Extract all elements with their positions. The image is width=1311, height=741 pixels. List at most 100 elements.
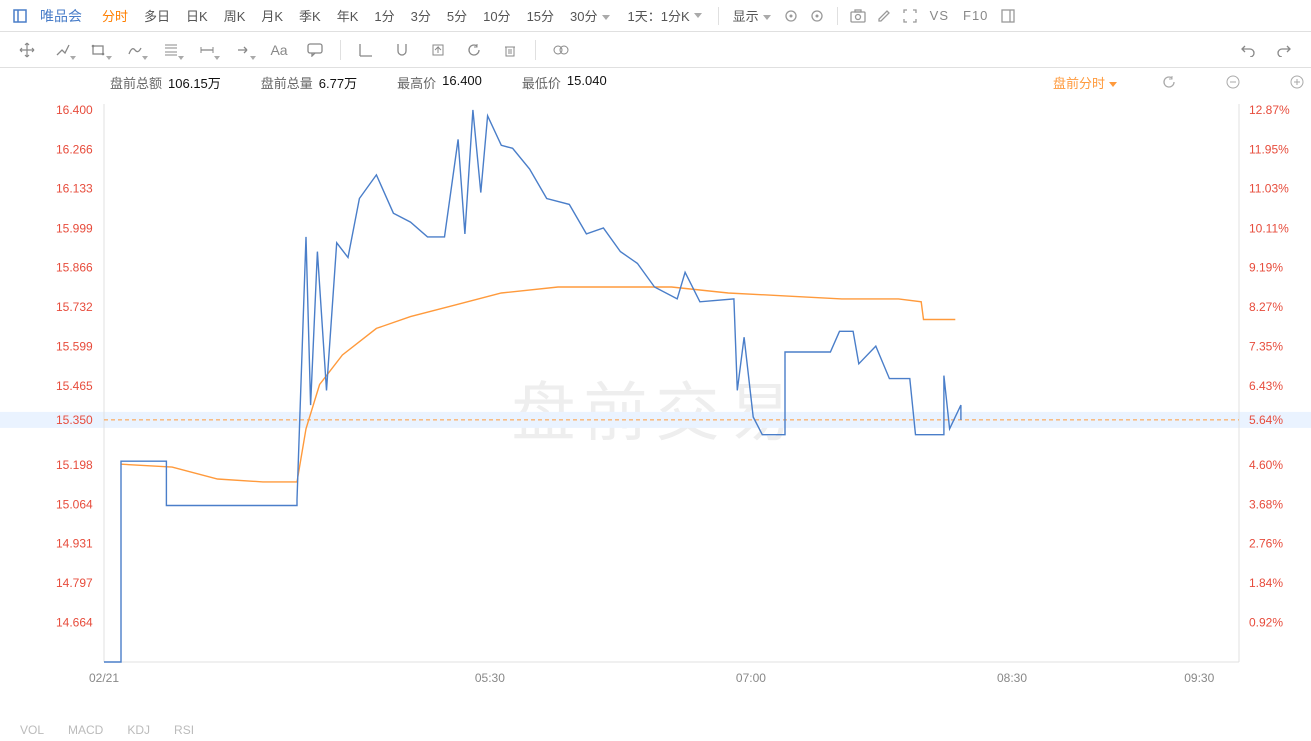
stat-amount: 盘前总额 106.15万 bbox=[110, 73, 221, 92]
timeframe-button[interactable]: 年K bbox=[329, 5, 367, 28]
angle-tool[interactable] bbox=[351, 36, 381, 64]
trend-line-tool[interactable] bbox=[48, 36, 78, 64]
refresh-tool[interactable] bbox=[459, 36, 489, 64]
brush-tool[interactable] bbox=[120, 36, 150, 64]
svg-text:15.198: 15.198 bbox=[56, 458, 93, 472]
zoom-out-icon[interactable] bbox=[1223, 72, 1243, 92]
svg-text:7.35%: 7.35% bbox=[1249, 339, 1283, 353]
timeframe-full-button[interactable]: 1天：1分K bbox=[620, 2, 710, 29]
undo-icon[interactable] bbox=[1233, 36, 1263, 64]
move-tool[interactable] bbox=[12, 36, 42, 64]
svg-text:11.95%: 11.95% bbox=[1249, 142, 1289, 156]
draw-toolbar: Aa bbox=[0, 32, 1311, 68]
indicator-tab[interactable]: VOL bbox=[20, 723, 44, 737]
svg-text:1.84%: 1.84% bbox=[1249, 576, 1283, 590]
indicator-tab[interactable]: MACD bbox=[68, 723, 103, 737]
stat-volume: 盘前总量 6.77万 bbox=[261, 73, 357, 92]
panel-icon[interactable] bbox=[996, 4, 1020, 28]
timeframe-full-label: 1天：1分K bbox=[628, 6, 690, 25]
stat-high-label: 最高价 bbox=[397, 73, 436, 92]
svg-text:07:00: 07:00 bbox=[736, 671, 766, 685]
timeframe-button[interactable]: 5分 bbox=[439, 5, 475, 28]
timeframe-button[interactable]: 多日 bbox=[136, 5, 178, 28]
svg-text:14.797: 14.797 bbox=[56, 576, 93, 590]
svg-text:16.266: 16.266 bbox=[56, 142, 93, 156]
stat-volume-value: 6.77万 bbox=[319, 73, 357, 92]
settings-right-icon[interactable] bbox=[805, 4, 829, 28]
chevron-down-icon bbox=[602, 15, 610, 20]
arrow-tool[interactable] bbox=[228, 36, 258, 64]
stat-amount-value: 106.15万 bbox=[168, 73, 221, 92]
svg-text:12.87%: 12.87% bbox=[1249, 103, 1290, 117]
stat-high-value: 16.400 bbox=[442, 73, 482, 92]
display-button[interactable]: 显示 bbox=[727, 2, 777, 29]
svg-text:10.11%: 10.11% bbox=[1249, 221, 1289, 235]
separator bbox=[340, 40, 341, 60]
price-chart: 16.40016.26616.13315.99915.86615.73215.5… bbox=[0, 96, 1311, 700]
stat-low-value: 15.040 bbox=[567, 73, 607, 92]
svg-text:09:30: 09:30 bbox=[1184, 671, 1214, 685]
svg-text:15.999: 15.999 bbox=[56, 221, 93, 235]
settings-left-icon[interactable] bbox=[779, 4, 803, 28]
stock-name[interactable]: 唯品会 bbox=[40, 6, 82, 26]
stat-high: 最高价 16.400 bbox=[397, 73, 482, 92]
separator bbox=[718, 7, 719, 25]
fib-tool[interactable] bbox=[156, 36, 186, 64]
svg-text:3.68%: 3.68% bbox=[1249, 497, 1283, 511]
svg-text:0.92%: 0.92% bbox=[1249, 615, 1283, 629]
timeframe-button[interactable]: 30分 bbox=[562, 5, 617, 28]
up-tool[interactable] bbox=[423, 36, 453, 64]
premarket-dropdown[interactable]: 盘前分时 bbox=[1053, 73, 1119, 92]
svg-text:9.19%: 9.19% bbox=[1249, 261, 1283, 275]
svg-text:02/21: 02/21 bbox=[89, 671, 119, 685]
separator bbox=[837, 7, 838, 25]
chevron-down-icon bbox=[1109, 82, 1117, 87]
timeframe-button[interactable]: 月K bbox=[253, 5, 291, 28]
measure-tool[interactable] bbox=[192, 36, 222, 64]
svg-text:15.350: 15.350 bbox=[56, 413, 93, 427]
chart-area[interactable]: 盘前交易 16.40016.26616.13315.99915.86615.73… bbox=[0, 96, 1311, 719]
indicator-tabs: VOL MACD KDJ RSI bbox=[0, 719, 1311, 741]
svg-text:15.465: 15.465 bbox=[56, 379, 93, 393]
stats-bar: 盘前总额 106.15万 盘前总量 6.77万 最高价 16.400 最低价 1… bbox=[0, 68, 1311, 96]
reset-icon[interactable] bbox=[1159, 72, 1179, 92]
magnet-tool[interactable] bbox=[387, 36, 417, 64]
svg-text:16.400: 16.400 bbox=[56, 103, 93, 117]
svg-text:16.133: 16.133 bbox=[56, 182, 93, 196]
timeframe-button[interactable]: 季K bbox=[291, 5, 329, 28]
svg-text:08:30: 08:30 bbox=[997, 671, 1027, 685]
indicator-tab[interactable]: RSI bbox=[174, 723, 194, 737]
timeframe-button[interactable]: 3分 bbox=[403, 5, 439, 28]
delete-tool[interactable] bbox=[495, 36, 525, 64]
zoom-in-icon[interactable] bbox=[1287, 72, 1307, 92]
edit-icon[interactable] bbox=[872, 4, 896, 28]
fullscreen-icon[interactable] bbox=[898, 4, 922, 28]
comment-tool[interactable] bbox=[300, 36, 330, 64]
timeframe-button[interactable]: 周K bbox=[216, 5, 254, 28]
text-tool[interactable]: Aa bbox=[264, 36, 294, 64]
link-tool[interactable] bbox=[546, 36, 576, 64]
f10-button[interactable]: F10 bbox=[957, 4, 994, 27]
svg-text:05:30: 05:30 bbox=[475, 671, 505, 685]
timeframe-button[interactable]: 10分 bbox=[475, 5, 518, 28]
svg-text:11.03%: 11.03% bbox=[1249, 182, 1289, 196]
top-toolbar: 唯品会 分时多日日K周K月K季K年K1分3分5分10分15分30分 1天：1分K… bbox=[0, 0, 1311, 32]
svg-text:14.931: 14.931 bbox=[56, 537, 93, 551]
timeframe-button[interactable]: 15分 bbox=[519, 5, 562, 28]
camera-icon[interactable] bbox=[846, 4, 870, 28]
vs-button[interactable]: VS bbox=[924, 4, 955, 27]
timeframe-button[interactable]: 1分 bbox=[366, 5, 402, 28]
stat-low-label: 最低价 bbox=[522, 73, 561, 92]
timeframe-button[interactable]: 分时 bbox=[94, 5, 136, 28]
svg-text:5.64%: 5.64% bbox=[1249, 413, 1283, 427]
svg-text:6.43%: 6.43% bbox=[1249, 379, 1283, 393]
svg-text:14.664: 14.664 bbox=[56, 615, 93, 629]
display-label: 显示 bbox=[733, 9, 759, 24]
indicator-tab[interactable]: KDJ bbox=[127, 723, 150, 737]
redo-icon[interactable] bbox=[1269, 36, 1299, 64]
shape-tool[interactable] bbox=[84, 36, 114, 64]
svg-text:15.866: 15.866 bbox=[56, 261, 93, 275]
separator bbox=[535, 40, 536, 60]
layout-icon[interactable] bbox=[8, 4, 32, 28]
timeframe-button[interactable]: 日K bbox=[178, 5, 216, 28]
